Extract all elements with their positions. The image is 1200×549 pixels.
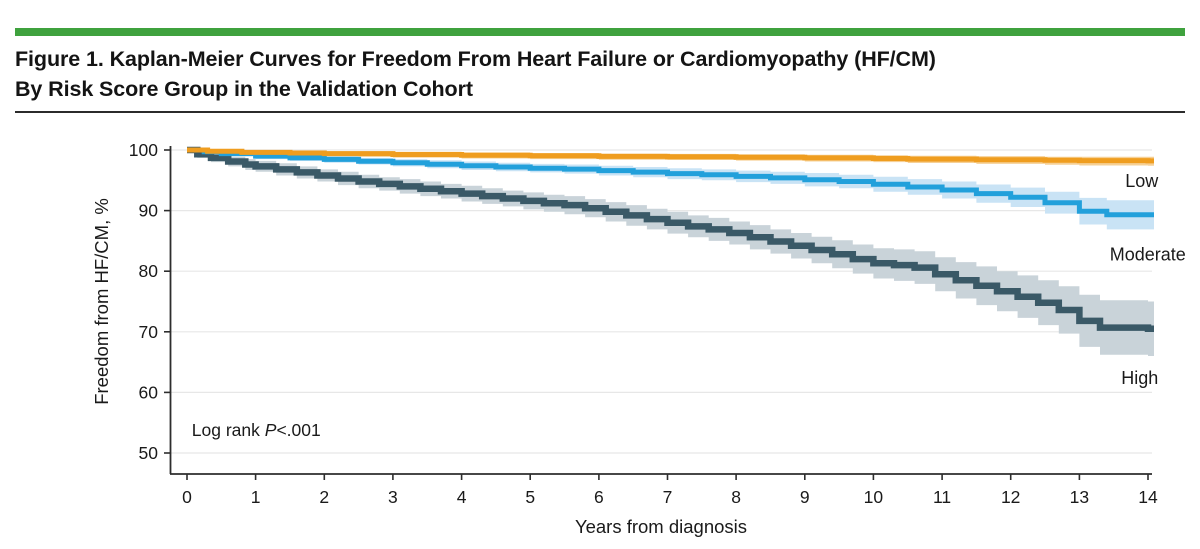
x-tick-label: 11 (933, 487, 951, 507)
x-tick-label: 5 (525, 487, 535, 507)
x-tick-label: 6 (594, 487, 604, 507)
y-tick-label: 70 (139, 322, 159, 342)
log-rank-annotation: Log rank P<.001 (192, 420, 321, 440)
x-tick-label: 13 (1070, 487, 1089, 507)
x-tick-label: 4 (457, 487, 467, 507)
x-tick-label: 12 (1001, 487, 1020, 507)
curve-label-low: Low (1125, 171, 1159, 191)
curve-label-high: High (1121, 368, 1158, 388)
x-tick-label: 3 (388, 487, 398, 507)
km-chart: 50 60 70 80 90 100 0 1 2 3 4 5 6 7 8 9 10 11 12 13 14 Freedom… (0, 119, 1200, 549)
curve-label-moderate: Moderate (1110, 244, 1186, 264)
y-axis-title: Freedom from HF/CM, % (91, 198, 112, 405)
curve-high (187, 146, 1154, 333)
y-tick-label: 60 (139, 382, 159, 402)
x-axis-title: Years from diagnosis (575, 516, 747, 537)
x-tick-label: 9 (800, 487, 810, 507)
y-tick-label: 90 (139, 201, 159, 221)
figure-title: Figure 1. Kaplan-Meier Curves for Freedo… (15, 44, 1155, 104)
x-tick-label: 2 (319, 487, 329, 507)
title-divider (15, 111, 1185, 113)
figure-top-accent-bar (15, 28, 1185, 36)
x-tick-label: 0 (182, 487, 192, 507)
x-tick-label: 10 (864, 487, 884, 507)
y-tick-label: 80 (139, 261, 159, 281)
ci-band-high (187, 150, 1154, 356)
x-tick-label: 1 (251, 487, 261, 507)
survival-curves (187, 146, 1154, 333)
curve-moderate (187, 147, 1154, 218)
curve-low (187, 147, 1154, 164)
x-tick-label: 8 (731, 487, 741, 507)
figure-title-line1: Figure 1. Kaplan-Meier Curves for Freedo… (15, 47, 936, 71)
x-tick-label: 14 (1138, 487, 1158, 507)
confidence-bands (187, 150, 1154, 356)
x-tick-label: 7 (663, 487, 673, 507)
figure-title-line2: By Risk Score Group in the Validation Co… (15, 77, 473, 101)
y-tick-label: 50 (139, 443, 159, 463)
y-tick-label: 100 (129, 140, 158, 160)
